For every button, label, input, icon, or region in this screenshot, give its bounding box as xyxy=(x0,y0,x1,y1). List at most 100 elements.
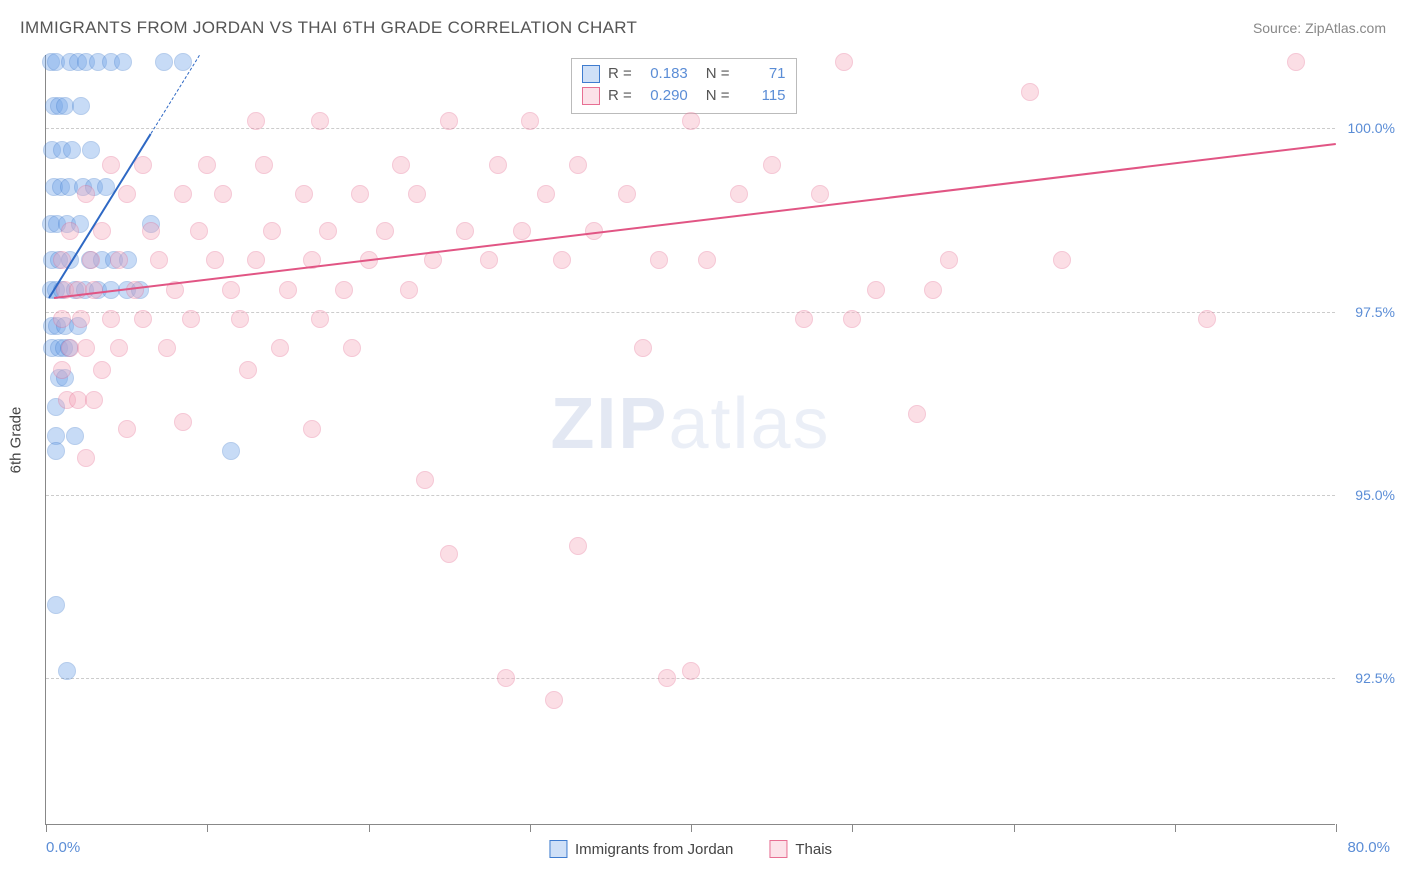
data-point xyxy=(47,442,65,460)
r-label: R = xyxy=(608,63,632,85)
data-point xyxy=(239,361,257,379)
data-point xyxy=(400,281,418,299)
data-point xyxy=(231,310,249,328)
data-point xyxy=(569,156,587,174)
data-point xyxy=(158,339,176,357)
data-point xyxy=(537,185,555,203)
y-tick-label: 100.0% xyxy=(1340,120,1395,136)
data-point xyxy=(53,361,71,379)
data-point xyxy=(303,420,321,438)
data-point xyxy=(47,596,65,614)
data-point xyxy=(93,361,111,379)
data-point xyxy=(110,339,128,357)
data-point xyxy=(53,310,71,328)
data-point xyxy=(440,545,458,563)
chart-title: IMMIGRANTS FROM JORDAN VS THAI 6TH GRADE… xyxy=(20,18,637,38)
data-point xyxy=(1021,83,1039,101)
data-point xyxy=(843,310,861,328)
scatter-plot: 6th Grade ZIPatlas 0.0% 80.0% R =0.183N … xyxy=(45,55,1335,825)
data-point xyxy=(811,185,829,203)
data-point xyxy=(456,222,474,240)
x-axis-max-label: 80.0% xyxy=(1347,839,1390,856)
data-point xyxy=(545,691,563,709)
r-value: 0.290 xyxy=(640,85,688,107)
data-point xyxy=(61,222,79,240)
n-value: 71 xyxy=(738,63,786,85)
data-point xyxy=(311,310,329,328)
data-point xyxy=(110,251,128,269)
data-point xyxy=(553,251,571,269)
data-point xyxy=(730,185,748,203)
data-point xyxy=(835,53,853,71)
data-point xyxy=(102,310,120,328)
data-point xyxy=(319,222,337,240)
data-point xyxy=(497,669,515,687)
data-point xyxy=(72,97,90,115)
data-point xyxy=(93,222,111,240)
r-value: 0.183 xyxy=(640,63,688,85)
data-point xyxy=(521,112,539,130)
data-point xyxy=(222,281,240,299)
data-point xyxy=(255,156,273,174)
data-point xyxy=(247,112,265,130)
data-point xyxy=(58,662,76,680)
data-point xyxy=(198,156,216,174)
data-point xyxy=(222,442,240,460)
data-point xyxy=(924,281,942,299)
data-point xyxy=(618,185,636,203)
data-point xyxy=(85,281,103,299)
data-point xyxy=(343,339,361,357)
data-point xyxy=(311,112,329,130)
data-point xyxy=(114,53,132,71)
data-point xyxy=(271,339,289,357)
data-point xyxy=(650,251,668,269)
data-point xyxy=(182,310,200,328)
data-point xyxy=(77,339,95,357)
data-point xyxy=(85,391,103,409)
x-tick xyxy=(691,824,692,832)
data-point xyxy=(82,251,100,269)
data-point xyxy=(634,339,652,357)
series-swatch xyxy=(582,65,600,83)
data-point xyxy=(440,112,458,130)
x-tick xyxy=(1336,824,1337,832)
n-label: N = xyxy=(706,63,730,85)
y-tick-label: 95.0% xyxy=(1340,487,1395,503)
data-point xyxy=(118,420,136,438)
data-point xyxy=(206,251,224,269)
data-point xyxy=(134,310,152,328)
legend-item: Thais xyxy=(769,840,832,858)
trend-line xyxy=(54,143,1336,299)
data-point xyxy=(1198,310,1216,328)
data-point xyxy=(763,156,781,174)
data-point xyxy=(142,222,160,240)
data-point xyxy=(66,427,84,445)
x-tick xyxy=(46,824,47,832)
data-point xyxy=(150,251,168,269)
data-point xyxy=(416,471,434,489)
data-point xyxy=(335,281,353,299)
watermark: ZIPatlas xyxy=(550,383,830,465)
data-point xyxy=(392,156,410,174)
data-point xyxy=(795,310,813,328)
n-value: 115 xyxy=(738,85,786,107)
data-point xyxy=(190,222,208,240)
x-tick xyxy=(852,824,853,832)
data-point xyxy=(77,449,95,467)
legend: Immigrants from JordanThais xyxy=(549,840,832,858)
legend-label: Thais xyxy=(795,841,832,858)
data-point xyxy=(489,156,507,174)
data-point xyxy=(1287,53,1305,71)
data-point xyxy=(1053,251,1071,269)
x-tick xyxy=(530,824,531,832)
gridline xyxy=(46,495,1335,496)
legend-swatch xyxy=(769,840,787,858)
legend-swatch xyxy=(549,840,567,858)
data-point xyxy=(867,281,885,299)
series-swatch xyxy=(582,87,600,105)
data-point xyxy=(72,310,90,328)
data-point xyxy=(682,112,700,130)
data-point xyxy=(376,222,394,240)
data-point xyxy=(247,251,265,269)
data-point xyxy=(214,185,232,203)
